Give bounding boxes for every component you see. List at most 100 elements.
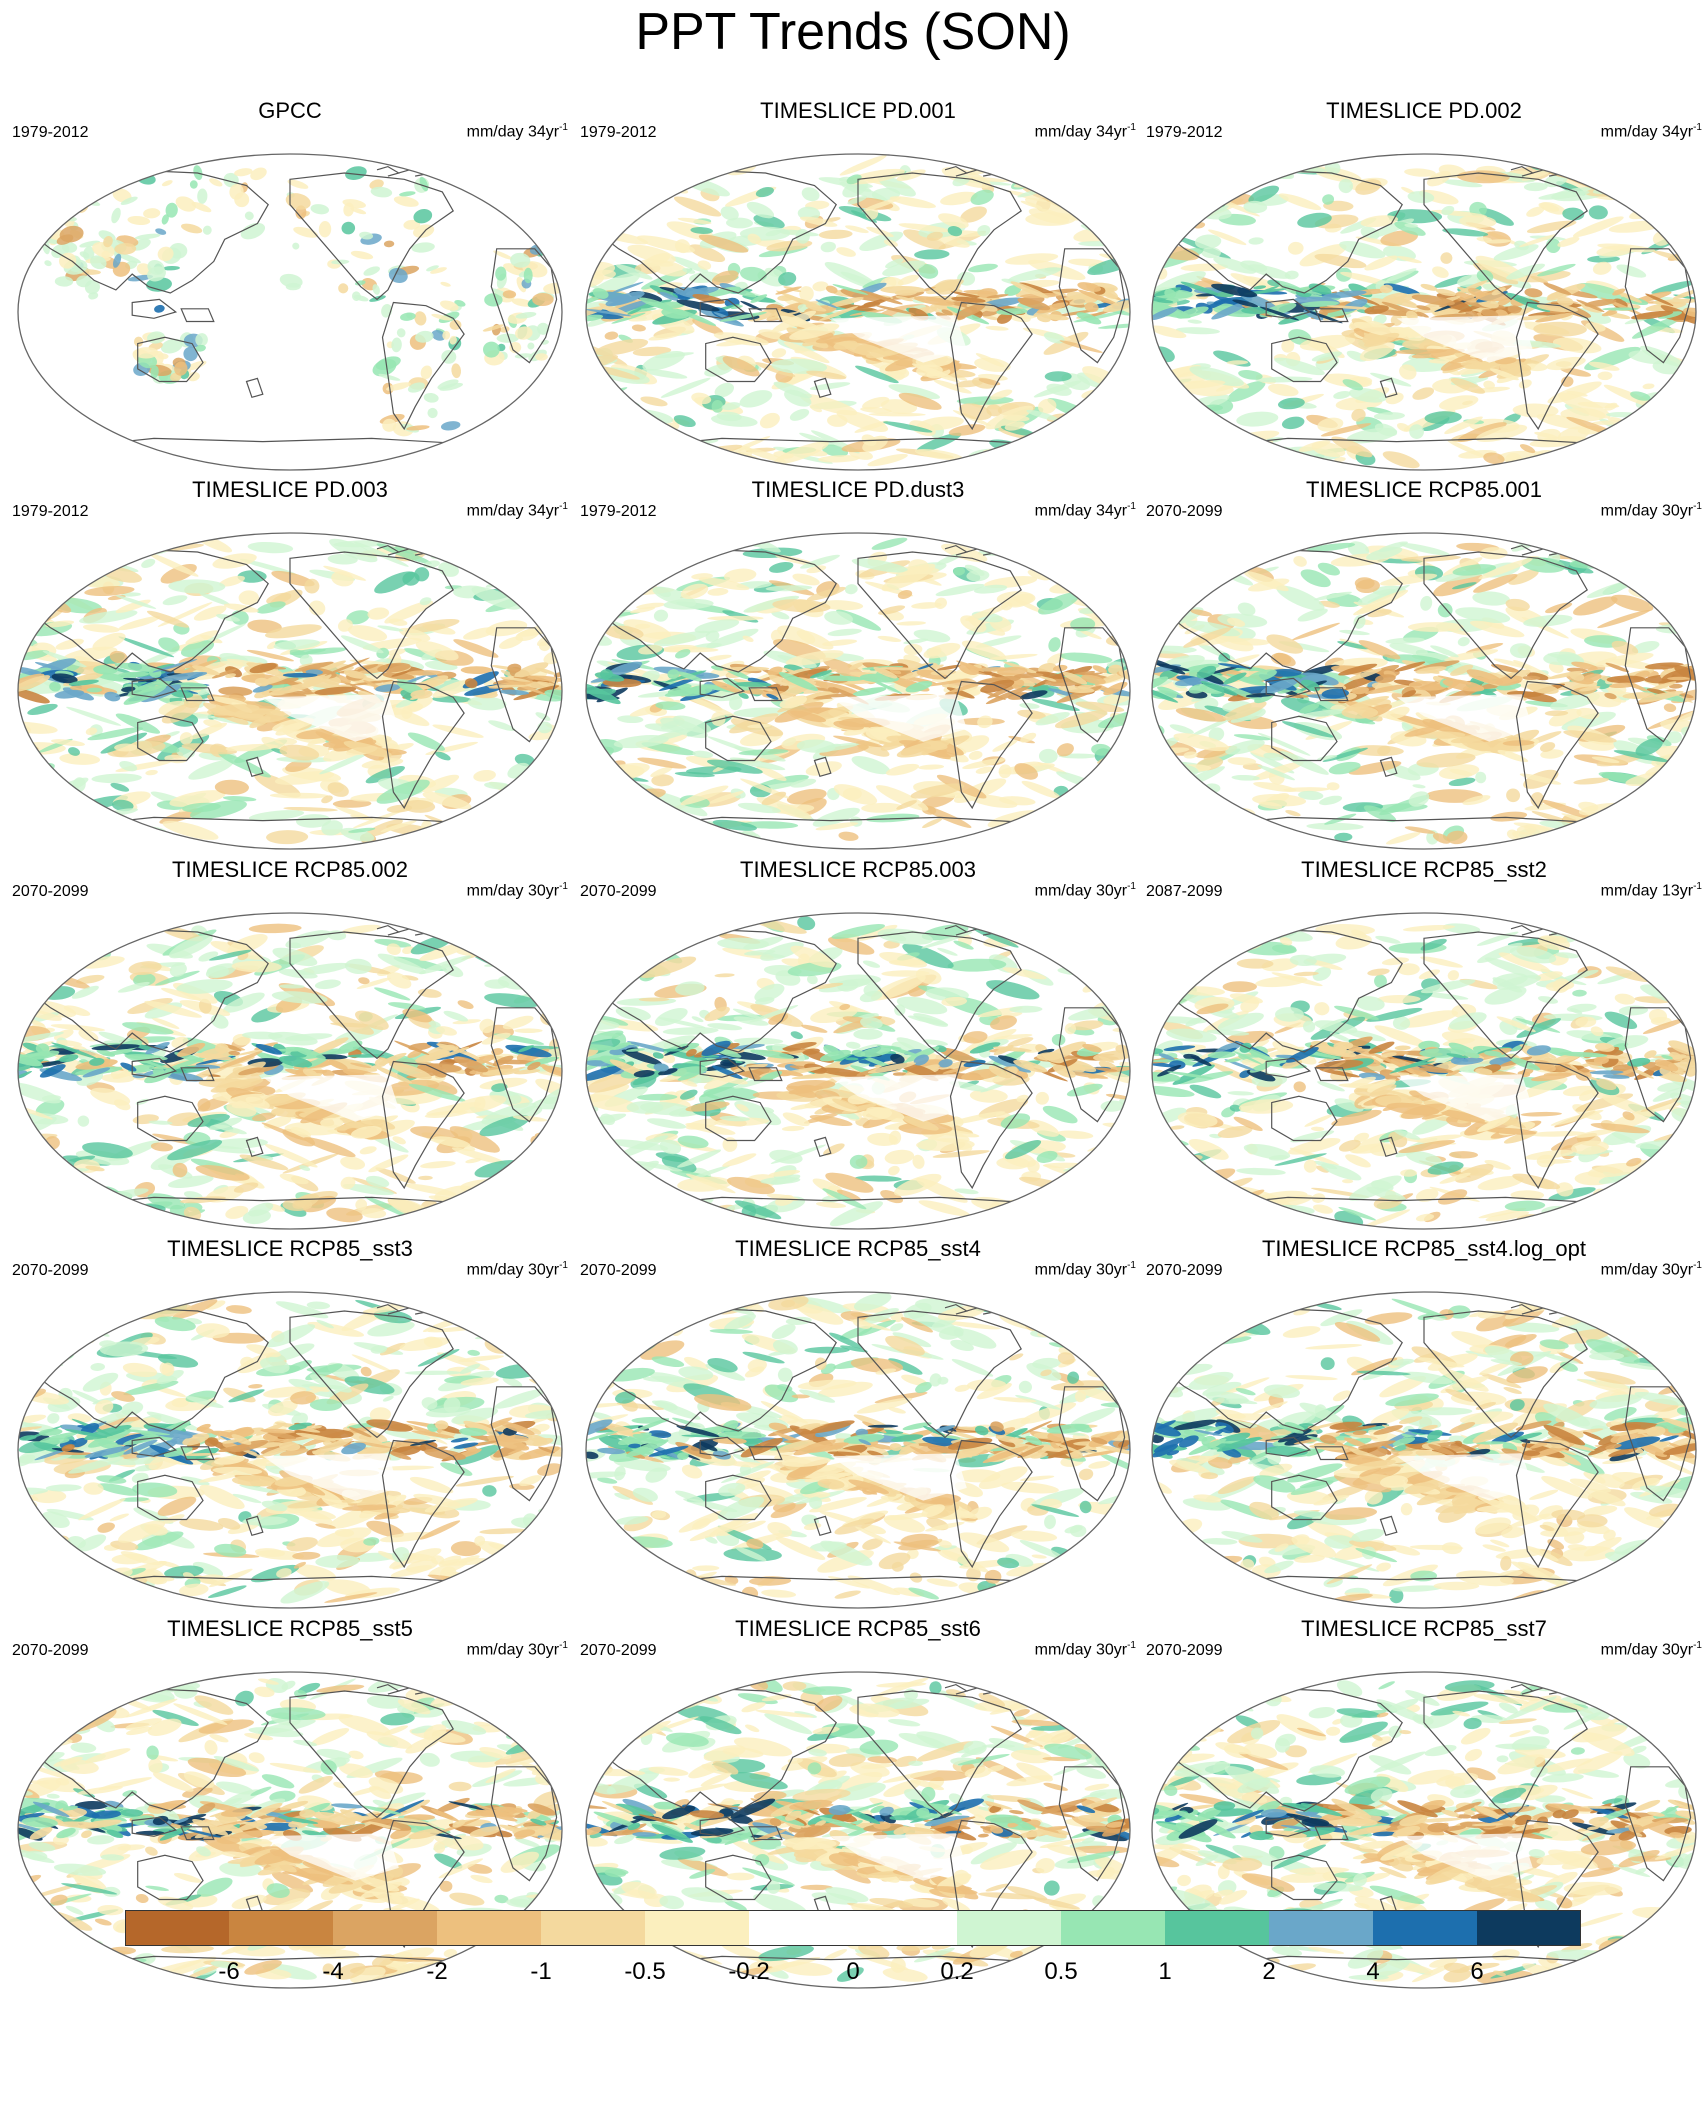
coastline-samerica [1515,1060,1599,1190]
coastline-africa [1624,1007,1692,1123]
coastline-asia [28,169,269,294]
coastline-australia [137,1095,204,1142]
panel-units-text: mm/day 30yr [466,882,560,900]
panel-period: 1979-2012 [12,124,89,141]
panel-units: mm/day 30yr-1 [1601,497,1702,521]
map-svg [1151,532,1697,850]
panel-units-text: mm/day 30yr [466,1261,560,1279]
coastline-island [131,677,178,698]
coastline-island [1314,308,1349,323]
coastline-samerica [381,1439,465,1569]
globe-outline [17,1671,563,1989]
panel-title: GPCC [258,98,322,123]
map-svg [1151,1671,1697,1989]
map-panel: TIMESLICE RCP85_sst7 2070-2099 mm/day 30yr… [1146,1616,1702,1989]
coastline-africa [1058,1766,1126,1882]
panel-title: TIMESLICE RCP85_sst7 [1301,1616,1547,1641]
panel-title: TIMESLICE PD.dust3 [751,477,965,502]
panel-units-exponent: -1 [1127,1640,1136,1651]
map-panel: TIMESLICE PD.002 1979-2012 mm/day 34yr-1 [1146,98,1702,471]
panel-units-text: mm/day 34yr [1034,502,1128,520]
coastline-island [245,1136,264,1158]
coastline-africa [490,1766,558,1882]
coastline-asia [1162,928,1403,1053]
panel-units-text: mm/day 30yr [1034,1261,1128,1279]
coastline-samerica [949,1060,1033,1190]
colorbar-swatch [437,1910,541,1946]
coastline-island [1379,377,1398,399]
coastline-australia [137,336,204,383]
coastline-asia [1162,1307,1403,1432]
colorbar-swatch [125,1910,229,1946]
coastline-island [813,1515,832,1537]
coastline-australia [1271,1474,1338,1521]
map-svg [1151,912,1697,1230]
panel-period: 2070-2099 [1146,503,1223,520]
coastline-asia [28,548,269,673]
panel-units: mm/day 34yr-1 [1601,118,1702,142]
colorbar-swatch [957,1910,1061,1946]
map-svg [17,912,563,1230]
panel-period: 1979-2012 [12,503,89,520]
colorbar-swatch [1373,1910,1477,1946]
panel-units: mm/day 34yr-1 [1035,118,1136,142]
panel-period: 2070-2099 [1146,1642,1223,1659]
coastline-namerica [1423,1310,1588,1439]
panel-units-exponent: -1 [559,881,568,892]
colorbar-tick-label: 0.2 [940,1958,974,1985]
map-panel: TIMESLICE PD.003 1979-2012 mm/day 34yr-1 [12,477,568,850]
coastline-asia [596,928,837,1053]
coastline-australia [705,1854,772,1901]
colorbar-tick-label: 2 [1262,1958,1276,1985]
coastline-namerica [857,172,1022,301]
coastlines [1162,544,1692,834]
panel-units: mm/day 30yr-1 [1035,1256,1136,1280]
coastline-island [748,1446,783,1461]
globe-outline [585,1291,1131,1609]
panel-period: 2070-2099 [1146,1262,1223,1279]
colorbar-swatch [229,1910,333,1946]
coastline-island [813,756,832,778]
map-svg [17,532,563,850]
coastline-namerica [1423,172,1588,301]
coastline-asia [1162,548,1403,673]
coastline-island [180,687,215,702]
globe-outline [1151,1291,1697,1609]
coastline-samerica [381,301,465,431]
coastline-island [180,1446,215,1461]
coastline-island [1314,687,1349,702]
coastline-namerica [289,1690,454,1819]
trend-field [1152,154,1696,470]
coastline-africa [1624,1386,1692,1502]
trend-field [1152,1672,1696,1986]
colorbar-tick-label: 6 [1470,1958,1484,1985]
panel-units-exponent: -1 [1693,122,1702,133]
trend-field [22,164,562,455]
coastline-island [748,687,783,702]
globe-outline [17,912,563,1230]
coastline-africa [490,1007,558,1123]
colorbar-tick-label: 4 [1366,1958,1380,1985]
coastline-namerica [289,1310,454,1439]
panel-period: 2070-2099 [12,1262,89,1279]
coastline-island [245,756,264,778]
trend-field [586,154,1130,468]
coastline-australia [1271,1095,1338,1142]
panel-title: TIMESLICE RCP85_sst5 [167,1616,413,1641]
coastline-africa [1058,627,1126,743]
panel-units: mm/day 30yr-1 [1601,1256,1702,1280]
coastline-samerica [1515,1439,1599,1569]
panel-period: 2070-2099 [580,883,657,900]
coastline-asia [596,1307,837,1432]
map-panel: TIMESLICE PD.001 1979-2012 mm/day 34yr-1 [580,98,1136,471]
coastline-island [1265,1816,1312,1837]
map-panel: TIMESLICE RCP85.002 2070-2099 mm/day 30yr-… [12,857,568,1230]
panel-units-text: mm/day 30yr [1034,882,1128,900]
coastline-australia [1271,1854,1338,1901]
map-panel: TIMESLICE RCP85_sst3 2070-2099 mm/day 30yr… [12,1236,568,1609]
coastline-australia [705,715,772,762]
coastline-island [1314,1826,1349,1841]
panel-units-text: mm/day 30yr [1600,502,1694,520]
colorbar-tick-label: -0.2 [728,1958,770,1985]
map-panel: TIMESLICE RCP85_sst4.log_opt 2070-2099 mm/… [1146,1236,1702,1609]
